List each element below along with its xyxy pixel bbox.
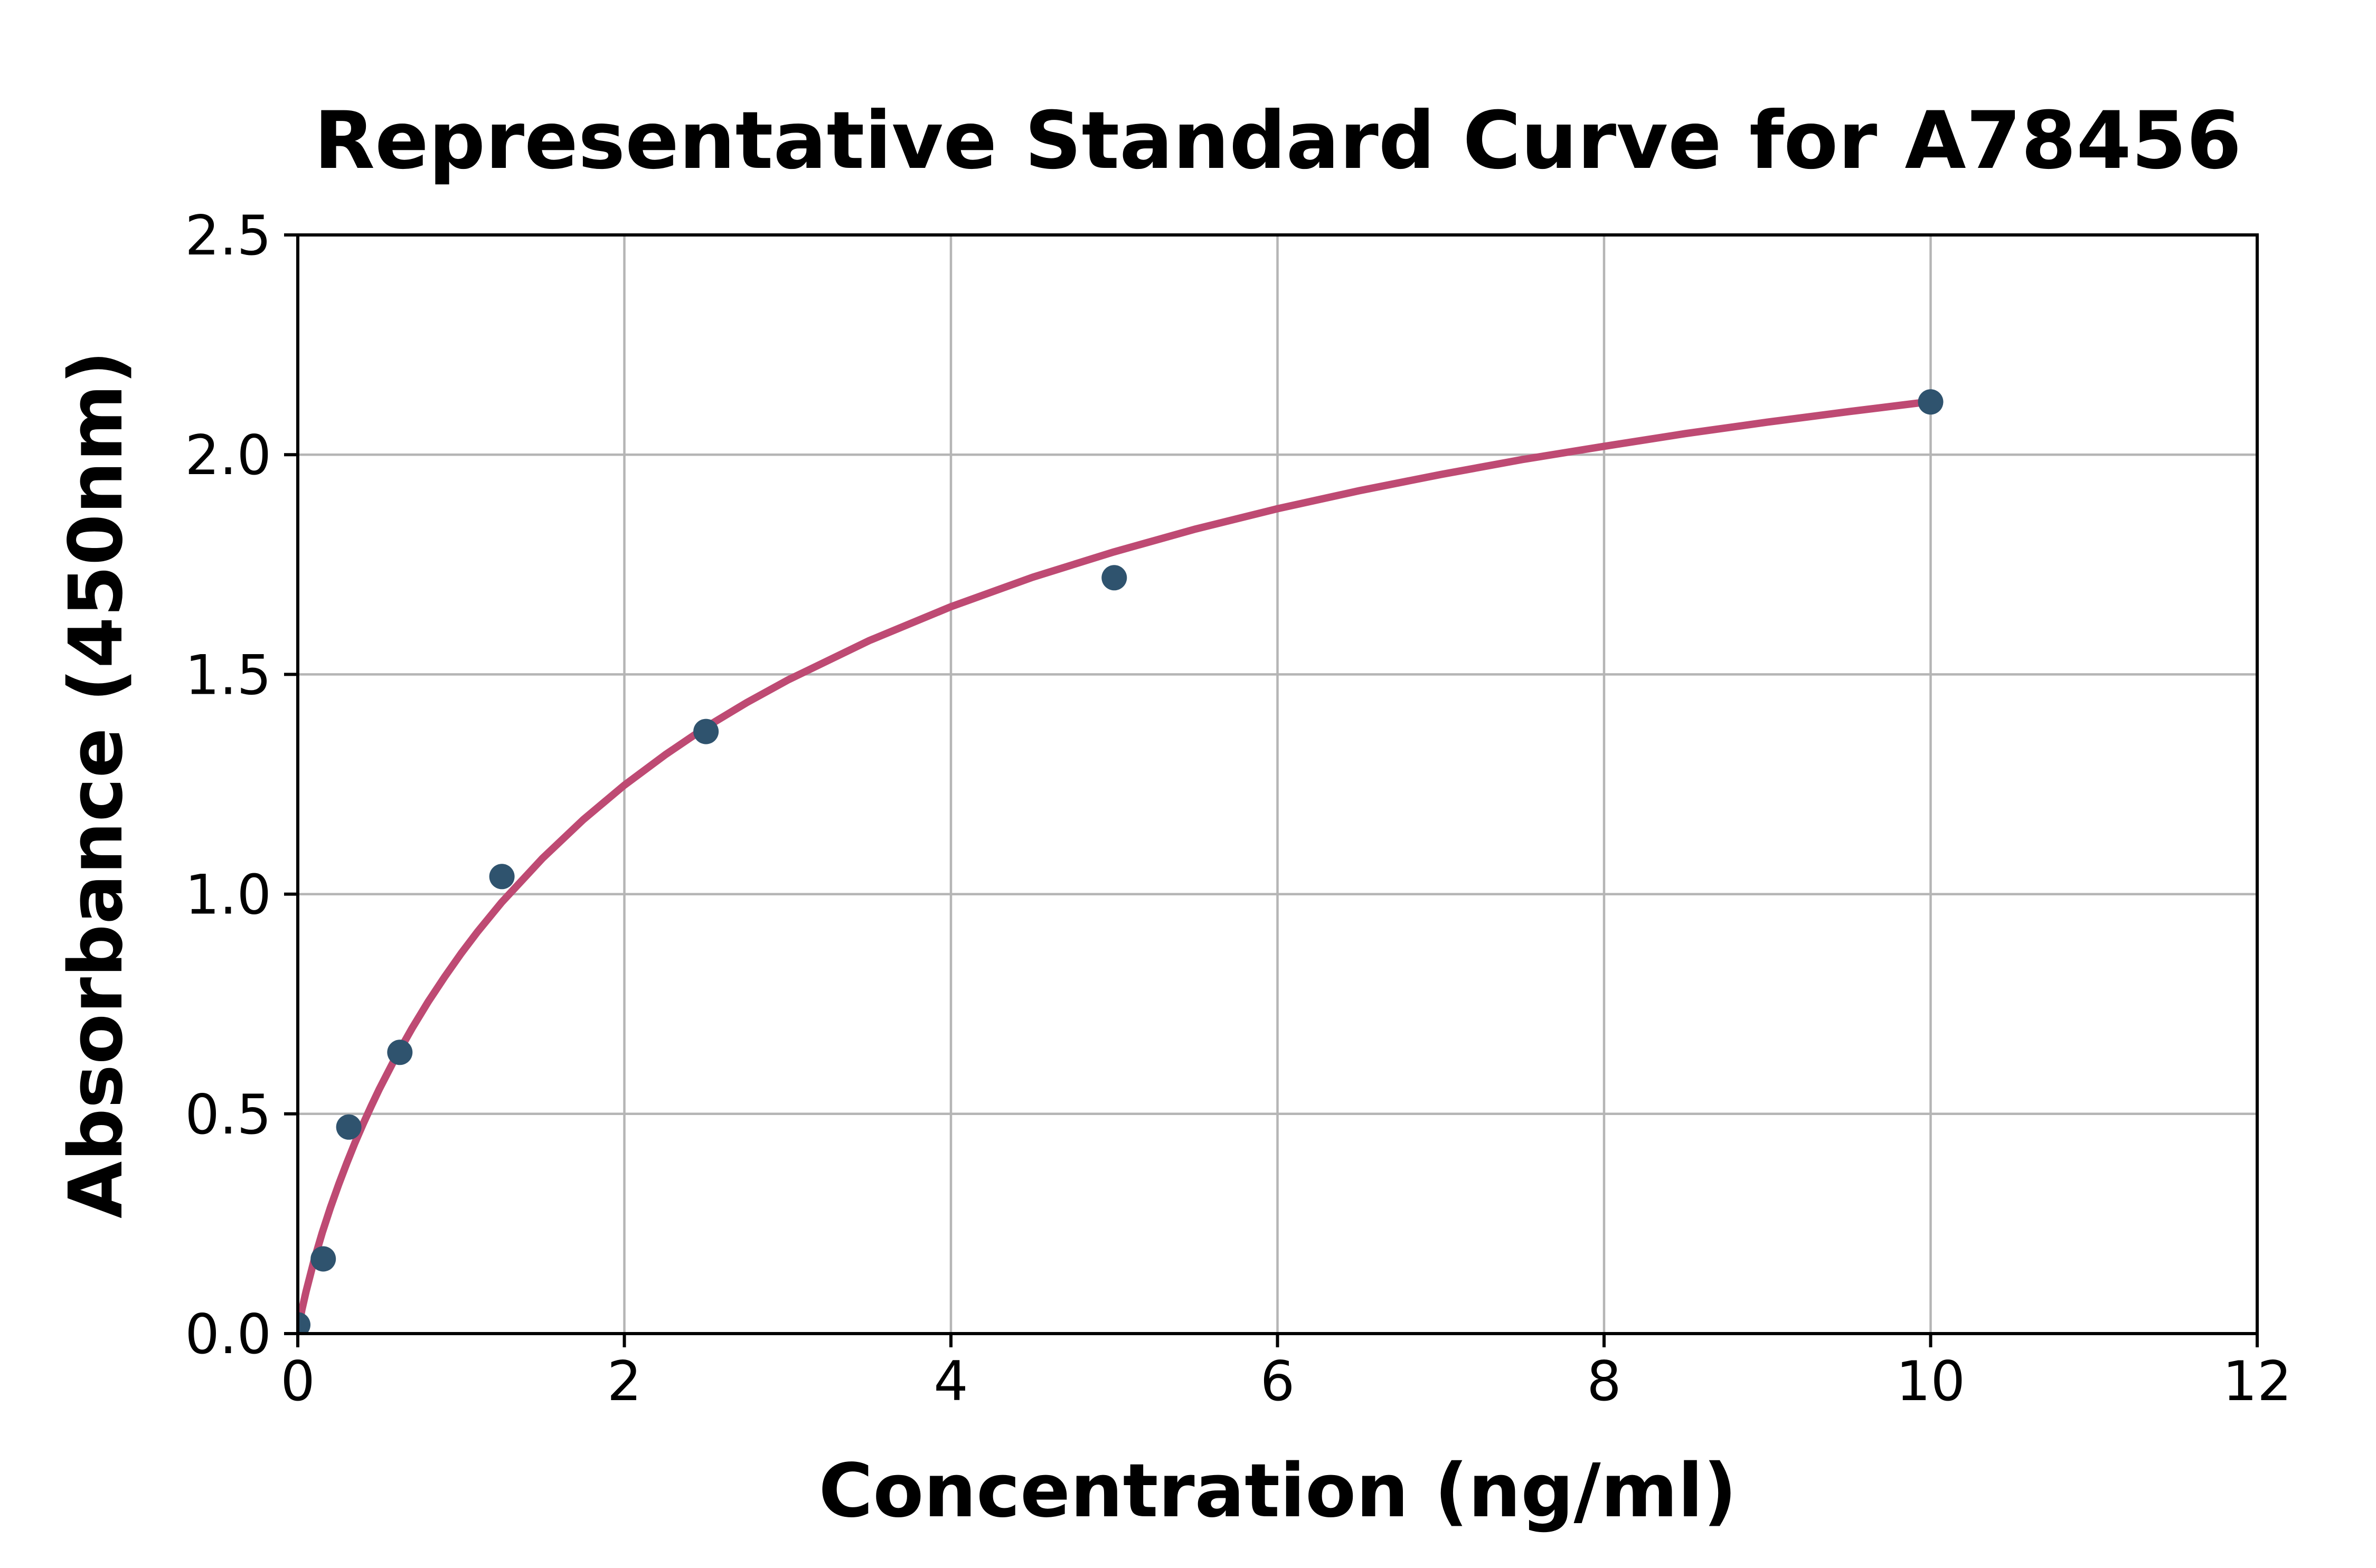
x-tick-label: 8 — [1587, 1350, 1621, 1413]
data-point — [693, 719, 719, 744]
x-tick-label: 10 — [1896, 1350, 1965, 1413]
data-point — [310, 1246, 336, 1272]
y-tick-label: 2.5 — [185, 204, 271, 268]
y-tick-label: 1.0 — [185, 864, 271, 927]
data-point — [1101, 565, 1127, 591]
data-point — [298, 1312, 310, 1334]
y-tick-label: 0.0 — [185, 1303, 271, 1366]
y-tick-label: 2.0 — [185, 424, 271, 487]
x-tick-label: 4 — [934, 1350, 968, 1413]
data-point — [336, 1114, 362, 1140]
x-axis-ticks: 0 2 4 6 8 10 12 — [280, 1334, 2292, 1413]
y-tick-label: 1.5 — [185, 644, 271, 707]
data-point — [1918, 389, 1944, 415]
data-point — [489, 864, 515, 890]
fit-curve — [298, 398, 1935, 1334]
gridlines — [298, 235, 2257, 1334]
y-tick-label: 0.5 — [185, 1083, 271, 1147]
x-tick-label: 6 — [1260, 1350, 1295, 1413]
x-axis-label: Concentration (ng/ml) — [819, 1448, 1737, 1534]
y-axis-ticks: 0.0 0.5 1.0 1.5 2.0 2.5 — [185, 204, 298, 1366]
data-point — [387, 1040, 413, 1065]
x-tick-label: 2 — [607, 1350, 642, 1413]
y-axis-label: Absorbance (450nm) — [53, 351, 139, 1218]
x-tick-label: 12 — [2222, 1350, 2292, 1413]
fit-curve-layer — [298, 398, 1935, 1334]
chart-title: Representative Standard Curve for A78456 — [314, 95, 2242, 187]
x-tick-label: 0 — [280, 1350, 315, 1413]
data-points-layer — [298, 389, 1944, 1334]
